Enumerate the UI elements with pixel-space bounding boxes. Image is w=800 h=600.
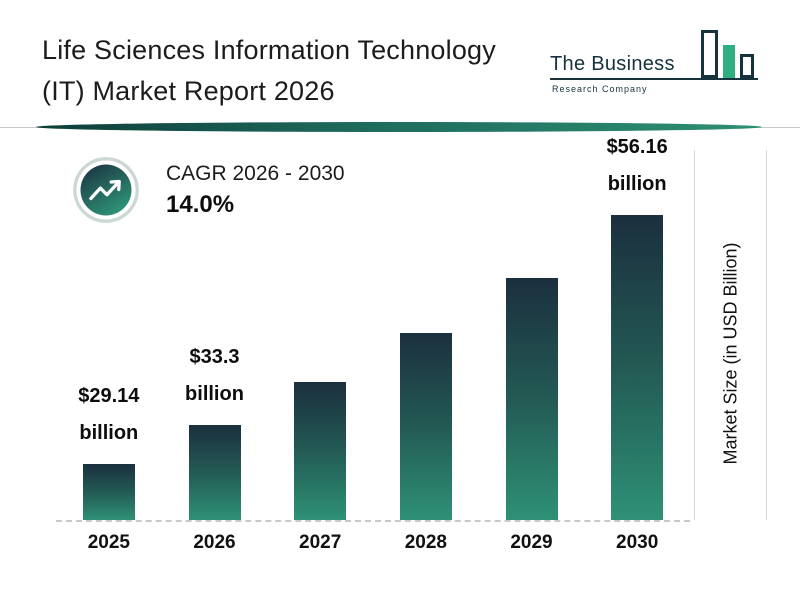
x-axis-label-2026: 2026 — [193, 532, 236, 553]
logo-name: The Business — [550, 53, 675, 75]
right-gridline-2 — [766, 150, 767, 520]
y-axis-title: Market Size (in USD Billion) — [720, 242, 741, 465]
logo-underline — [550, 78, 758, 80]
right-gridline-1 — [694, 150, 695, 520]
bar-chart-logo-icon — [701, 30, 754, 78]
x-axis-label-2028: 2028 — [404, 532, 447, 553]
value-unit: billion — [607, 173, 667, 195]
value-amount: $29.14 — [78, 385, 140, 407]
cagr-value: 14.0% — [166, 190, 235, 218]
bar-value-label-2030: $56.16 billion — [557, 129, 717, 203]
value-unit: billion — [185, 383, 244, 405]
page-title: Life Sciences Information Technology (IT)… — [42, 30, 496, 112]
plot-area: $29.14 billion 2025 $33.3 billion 2026 2027 202… — [56, 136, 690, 553]
cagr-block: CAGR 2026 - 2030 14.0% — [72, 156, 345, 224]
divider-swoosh — [36, 122, 762, 132]
x-axis-label-2025: 2025 — [87, 532, 130, 553]
cagr-label: CAGR 2026 - 2030 — [166, 161, 345, 185]
bar-value-label-2025: $29.14 billion — [29, 378, 189, 452]
x-axis-label-2027: 2027 — [299, 532, 342, 553]
value-unit: billion — [79, 422, 139, 444]
cagr-text: CAGR 2026 - 2030 14.0% — [166, 162, 345, 219]
value-amount: $56.16 — [606, 136, 668, 158]
bar-value-label-2026: $33.3 billion — [135, 339, 295, 413]
growth-arrow-icon — [73, 157, 139, 223]
bar-2029 — [505, 278, 558, 520]
value-amount: $33.3 — [189, 346, 240, 368]
logo-subname: Research Company — [552, 84, 648, 94]
x-axis-label-2029: 2029 — [510, 532, 553, 553]
page-title-line2: (IT) Market Report 2026 — [42, 76, 335, 106]
bar-2030 — [611, 215, 664, 520]
bar-2027 — [294, 382, 347, 520]
logo-bar-outline-tall — [701, 30, 718, 78]
logo-bar-outline-short — [740, 54, 754, 78]
bar-2026 — [188, 425, 241, 520]
company-logo: The Business Research Company — [550, 30, 758, 104]
bar-2028 — [399, 333, 452, 520]
x-axis-label-2030: 2030 — [616, 532, 659, 553]
bar-2025 — [82, 464, 135, 520]
page-title-line1: Life Sciences Information Technology — [42, 35, 496, 65]
logo-bar-filled-green — [723, 45, 735, 78]
